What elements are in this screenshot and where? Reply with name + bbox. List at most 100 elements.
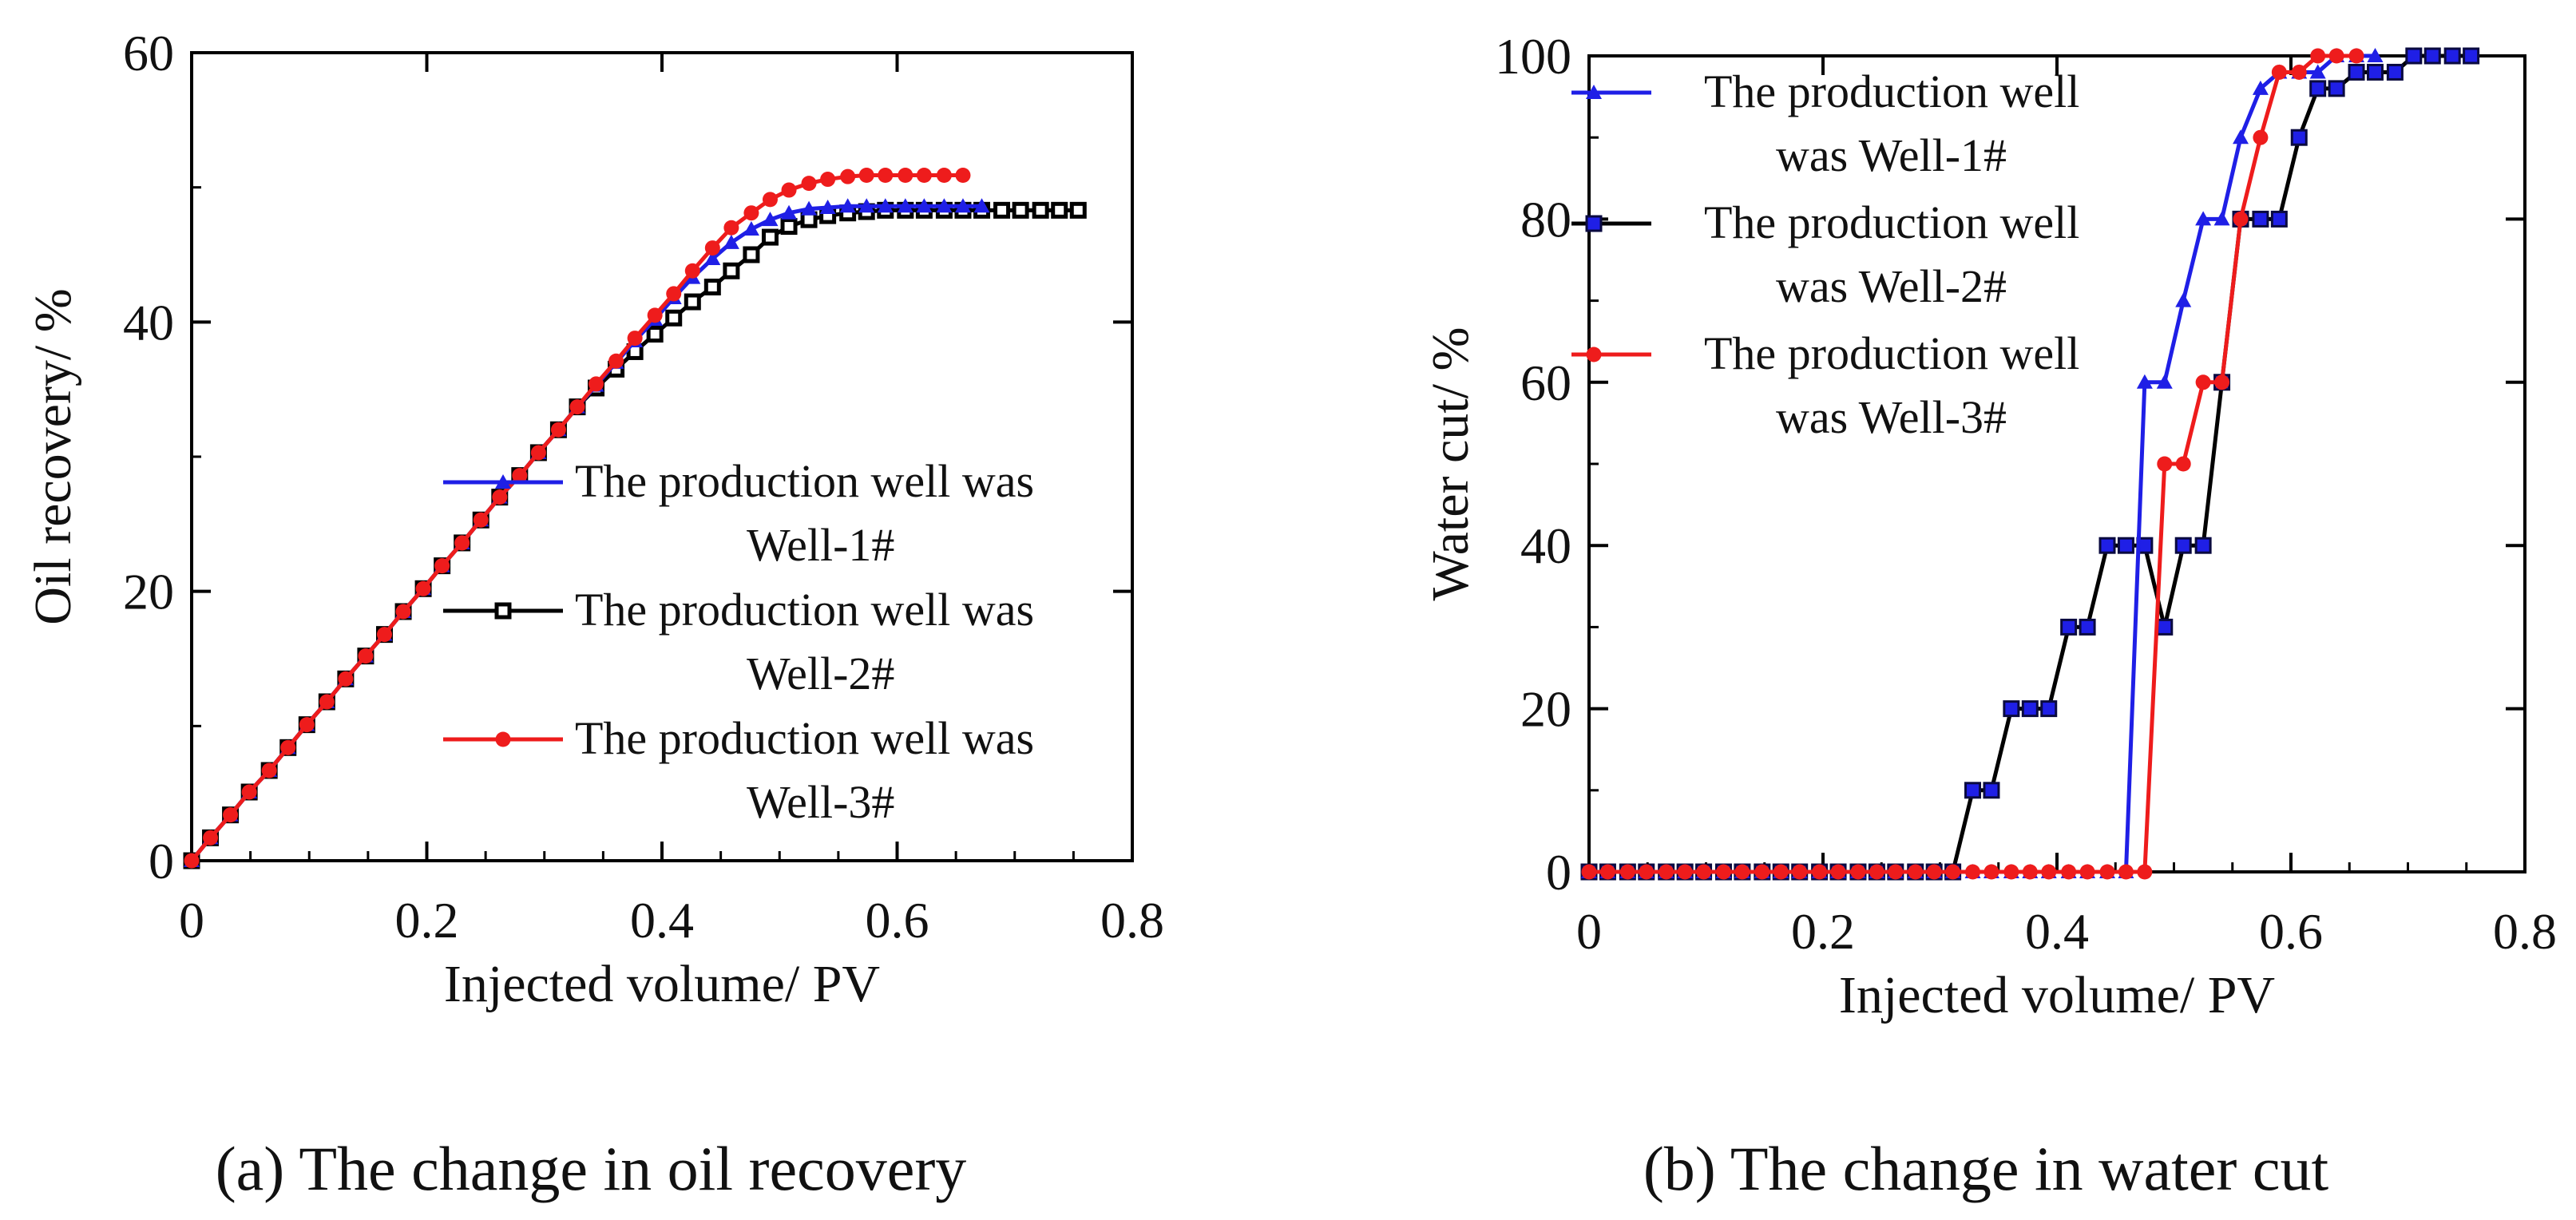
data-point-well-2 xyxy=(2040,700,2058,718)
data-point-well-2 xyxy=(1069,201,1087,219)
chart-oil-recovery: 0 0.2 0.4 0.6 0.8 0 20 40 60 Injected volume/ PV O… xyxy=(24,25,1164,1203)
data-point-well-2 xyxy=(2174,537,2192,554)
data-point-well-3 xyxy=(376,627,392,643)
data-point-well-2 xyxy=(2348,63,2365,81)
data-point-well-3 xyxy=(1869,864,1884,880)
legend-entry-well-1: The production well was Well-1# xyxy=(443,455,1034,571)
data-point-well-2 xyxy=(723,262,740,279)
data-point-well-3 xyxy=(358,648,374,664)
data-point-well-3 xyxy=(2118,864,2134,880)
y-tick-label: 60 xyxy=(123,25,174,81)
data-point-well-2 xyxy=(2366,63,2384,81)
figure-caption: (a) The change in oil recovery xyxy=(216,1134,967,1203)
data-point-well-3 xyxy=(2214,374,2230,390)
data-point-well-3 xyxy=(608,353,624,369)
data-point-well-2 xyxy=(2405,47,2423,65)
legend-label: The production well was xyxy=(575,584,1034,636)
legend-label-line2: Well-2# xyxy=(747,648,894,699)
data-point-well-2 xyxy=(2060,618,2078,636)
data-point-well-2 xyxy=(1032,201,1049,219)
legend-label-line2: was Well-2# xyxy=(1776,260,2007,312)
data-point-well-2 xyxy=(2309,80,2327,97)
data-point-well-1 xyxy=(704,251,721,266)
y-tick-label: 80 xyxy=(1520,191,1571,248)
data-point-well-3 xyxy=(666,286,682,302)
data-point-well-3 xyxy=(898,167,913,183)
data-point-well-2 xyxy=(2443,47,2461,65)
data-point-well-3 xyxy=(454,535,470,551)
y-tick-label: 20 xyxy=(1520,681,1571,738)
legend-entry-well-3: The production well was Well-3# xyxy=(443,712,1034,828)
data-point-well-3 xyxy=(781,182,797,198)
x-tick-label: 0 xyxy=(1576,903,1602,960)
data-point-well-3 xyxy=(916,167,932,183)
data-point-well-2 xyxy=(1983,782,2000,799)
legend-entry-well-1: The production well was Well-1# xyxy=(1571,65,2079,181)
data-point-well-1 xyxy=(801,200,818,216)
data-point-well-3 xyxy=(395,604,411,620)
data-point-well-3 xyxy=(473,512,489,528)
data-point-well-3 xyxy=(1888,864,1904,880)
data-point-well-3 xyxy=(762,192,778,208)
data-point-well-3 xyxy=(2195,374,2211,390)
data-point-well-3 xyxy=(723,220,739,236)
x-axis-label: Injected volume/ PV xyxy=(1839,966,2275,1024)
data-point-well-2 xyxy=(1051,201,1068,219)
data-point-well-3 xyxy=(1599,864,1615,880)
series-well-3 xyxy=(184,167,971,869)
data-point-well-2 xyxy=(780,218,798,236)
x-tick-label: 0 xyxy=(179,892,204,949)
data-point-well-1 xyxy=(2309,64,2326,79)
data-point-well-3 xyxy=(241,784,257,800)
legend-marker xyxy=(495,474,511,489)
data-point-well-3 xyxy=(2022,864,2038,880)
data-point-well-3 xyxy=(1639,864,1655,880)
data-point-well-3 xyxy=(2061,864,2077,880)
data-point-well-3 xyxy=(878,167,894,183)
legend-entry-well-2: The production well was Well-2# xyxy=(1571,196,2079,312)
plot-frame xyxy=(1587,54,2526,873)
data-point-well-3 xyxy=(569,399,585,415)
data-point-well-2 xyxy=(993,201,1011,219)
data-point-well-1 xyxy=(723,234,739,249)
series-line-well-2 xyxy=(1589,53,2471,874)
data-point-well-3 xyxy=(627,331,643,347)
y-axis-label: Oil recovery/ % xyxy=(24,288,82,625)
series-well-2 xyxy=(1580,47,2480,881)
chart-water-cut: 0 0.2 0.4 0.6 0.8 0 20 40 60 80 100 Injected volume… xyxy=(1421,28,2557,1203)
data-point-well-3 xyxy=(2041,864,2057,880)
legend-marker xyxy=(494,602,512,620)
data-point-well-3 xyxy=(223,807,239,823)
series-well-2 xyxy=(183,201,1087,869)
series-well-3 xyxy=(1581,48,2364,880)
legend-entry-well-3: The production well was Well-3# xyxy=(1571,327,2079,443)
data-point-well-3 xyxy=(647,307,663,323)
data-point-well-3 xyxy=(203,830,219,846)
data-point-well-3 xyxy=(492,489,508,505)
data-point-well-1 xyxy=(2175,292,2192,307)
legend-label-line2: Well-3# xyxy=(747,776,894,828)
legend-marker xyxy=(1585,215,1603,232)
data-point-well-3 xyxy=(184,853,200,869)
data-point-well-1 xyxy=(936,198,953,213)
data-point-well-3 xyxy=(1659,864,1674,880)
x-tick-label: 0.4 xyxy=(2025,903,2089,960)
data-point-well-3 xyxy=(589,376,604,392)
data-point-well-1 xyxy=(2233,129,2249,145)
data-point-well-3 xyxy=(684,263,700,279)
data-point-well-1 xyxy=(858,198,875,213)
legend-label-line2: was Well-3# xyxy=(1776,391,2007,443)
data-point-well-3 xyxy=(1754,864,1770,880)
legend-marker xyxy=(1586,347,1602,362)
data-point-well-3 xyxy=(1850,864,1866,880)
data-point-well-3 xyxy=(820,172,836,188)
x-tick-label: 0.8 xyxy=(2493,903,2557,960)
data-point-well-2 xyxy=(2423,47,2441,65)
data-point-well-1 xyxy=(762,212,779,227)
data-point-well-3 xyxy=(936,167,952,183)
data-point-well-2 xyxy=(2021,700,2039,718)
x-tick-label: 0.8 xyxy=(1100,892,1164,949)
data-point-well-2 xyxy=(743,246,760,263)
legend-marker xyxy=(495,731,511,747)
data-point-well-3 xyxy=(1792,864,1808,880)
